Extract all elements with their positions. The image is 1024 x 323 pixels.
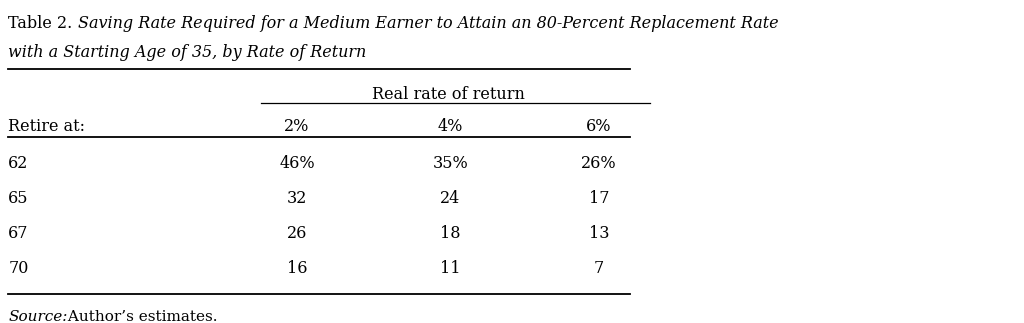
Text: Real rate of return: Real rate of return	[372, 86, 524, 103]
Text: Retire at:: Retire at:	[8, 118, 85, 135]
Text: Table 2.: Table 2.	[8, 15, 73, 32]
Text: 67: 67	[8, 225, 29, 242]
Text: 70: 70	[8, 260, 29, 277]
Text: 65: 65	[8, 190, 29, 207]
Text: 17: 17	[589, 190, 609, 207]
Text: 62: 62	[8, 155, 29, 172]
Text: 26%: 26%	[582, 155, 616, 172]
Text: 6%: 6%	[587, 118, 611, 135]
Text: 18: 18	[440, 225, 461, 242]
Text: 32: 32	[287, 190, 307, 207]
Text: 11: 11	[440, 260, 461, 277]
Text: 4%: 4%	[438, 118, 463, 135]
Text: 35%: 35%	[433, 155, 468, 172]
Text: 16: 16	[287, 260, 307, 277]
Text: 2%: 2%	[285, 118, 309, 135]
Text: 26: 26	[287, 225, 307, 242]
Text: 7: 7	[594, 260, 604, 277]
Text: Author’s estimates.: Author’s estimates.	[63, 310, 218, 323]
Text: 24: 24	[440, 190, 461, 207]
Text: 13: 13	[589, 225, 609, 242]
Text: 46%: 46%	[280, 155, 314, 172]
Text: Saving Rate Required for a Medium Earner to Attain an 80-Percent Replacement Rat: Saving Rate Required for a Medium Earner…	[78, 15, 778, 32]
Text: with a Starting Age of 35, by Rate of Return: with a Starting Age of 35, by Rate of Re…	[8, 44, 367, 61]
Text: Source:: Source:	[8, 310, 68, 323]
